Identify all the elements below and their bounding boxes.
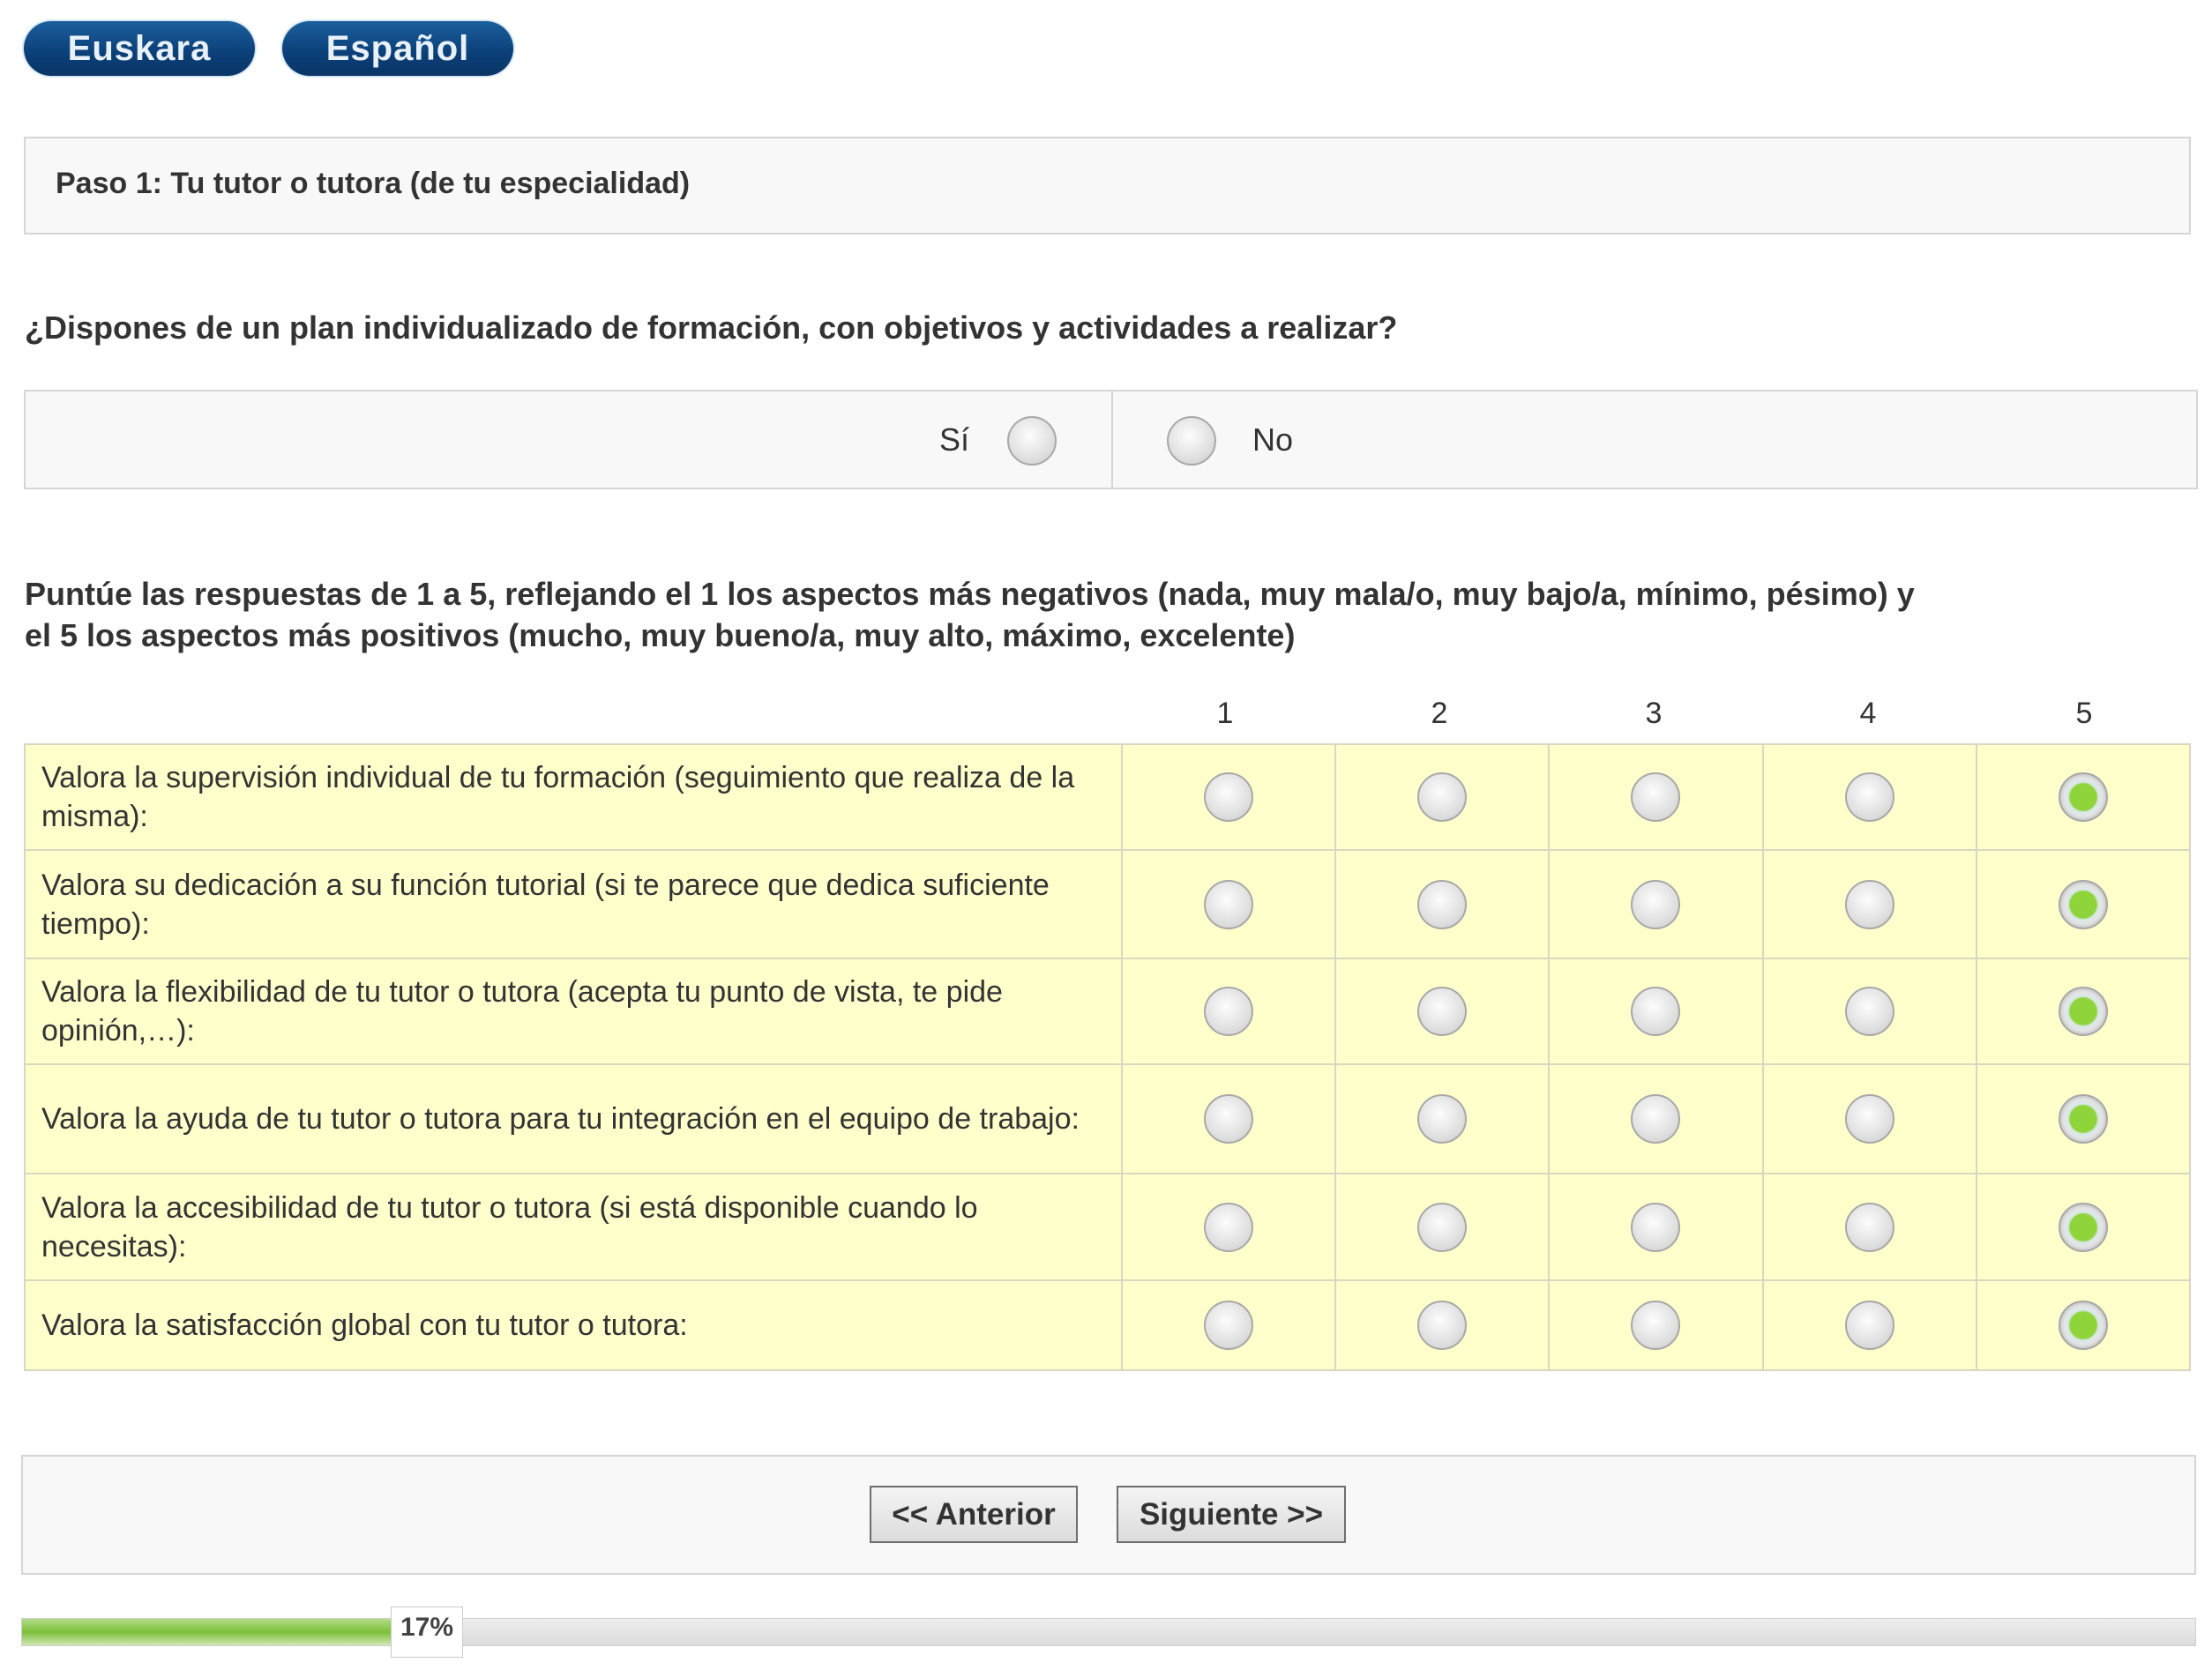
next-button[interactable]: Siguiente >> <box>1117 1486 1346 1543</box>
radio-rating-5[interactable] <box>2058 987 2108 1036</box>
rating-row: Valora la satisfacción global con tu tut… <box>24 1279 2192 1371</box>
radio-rating-4[interactable] <box>1844 1094 1894 1144</box>
radio-rating-1[interactable] <box>1204 772 1254 822</box>
rating-cell <box>1334 1173 1551 1281</box>
radio-no[interactable] <box>1167 416 1216 466</box>
radio-rating-4[interactable] <box>1844 879 1894 929</box>
previous-button[interactable]: << Anterior <box>870 1486 1078 1543</box>
radio-rating-4[interactable] <box>1844 1301 1894 1350</box>
row-label: Valora su dedicación a su función tutori… <box>24 849 1123 959</box>
row-label: Valora la flexibilidad de tu tutor o tut… <box>24 958 1123 1065</box>
radio-rating-5[interactable] <box>2058 1094 2108 1144</box>
rating-row: Valora su dedicación a su función tutori… <box>24 849 2192 959</box>
radio-si[interactable] <box>1007 416 1057 466</box>
divider <box>1111 391 1113 488</box>
rating-cell <box>1975 1279 2192 1371</box>
radio-rating-1[interactable] <box>1204 987 1254 1036</box>
rating-cell <box>1548 743 1764 851</box>
radio-rating-4[interactable] <box>1844 1202 1894 1252</box>
rating-cell <box>1761 958 1977 1065</box>
espanol-button[interactable]: Español <box>282 21 513 76</box>
radio-rating-3[interactable] <box>1631 1202 1681 1252</box>
radio-rating-1[interactable] <box>1204 1094 1254 1144</box>
instructions-line1: Puntúe las respuestas de 1 a 5, reflejan… <box>25 576 1915 612</box>
option-no-label: No <box>1252 421 1294 458</box>
radio-rating-2[interactable] <box>1417 879 1468 929</box>
rating-cell <box>1120 1173 1337 1281</box>
rating-cell <box>1548 1173 1764 1281</box>
progress-bar <box>21 1618 2196 1646</box>
radio-rating-2[interactable] <box>1417 987 1468 1036</box>
radio-rating-2[interactable] <box>1417 1202 1468 1252</box>
question-plan: ¿Dispones de un plan individualizado de … <box>25 309 1398 346</box>
column-header-2: 2 <box>1431 697 1448 730</box>
rating-cell <box>1334 849 1551 959</box>
rating-cell <box>1548 849 1764 959</box>
yes-no-group: Sí No <box>24 390 2198 489</box>
step-header: Paso 1: Tu tutor o tutora (de tu especia… <box>24 137 2191 235</box>
rating-cell <box>1761 849 1977 959</box>
row-label: Valora la satisfacción global con tu tut… <box>24 1279 1123 1371</box>
radio-rating-2[interactable] <box>1417 1094 1468 1144</box>
option-si-label: Sí <box>939 421 970 458</box>
radio-rating-2[interactable] <box>1417 1301 1468 1350</box>
row-label: Valora la ayuda de tu tutor o tutora par… <box>24 1063 1123 1174</box>
column-header-3: 3 <box>1645 697 1663 730</box>
rating-cell <box>1120 743 1337 851</box>
rating-cell <box>1120 958 1337 1065</box>
rating-cell <box>1120 849 1337 959</box>
rating-cell <box>1120 1063 1337 1174</box>
column-header-4: 4 <box>1859 697 1877 730</box>
row-label: Valora la supervisión individual de tu f… <box>24 743 1123 851</box>
rating-cell <box>1334 1279 1551 1371</box>
radio-rating-3[interactable] <box>1631 1094 1681 1144</box>
navigation-bar <box>21 1455 2196 1575</box>
radio-rating-1[interactable] <box>1204 1202 1254 1252</box>
radio-rating-3[interactable] <box>1631 1301 1681 1350</box>
column-header-5: 5 <box>2075 697 2093 730</box>
instructions-line2: el 5 los aspectos más positivos (mucho, … <box>25 617 1296 653</box>
radio-rating-3[interactable] <box>1631 772 1681 822</box>
rating-cell <box>1975 1173 2192 1281</box>
rating-cell <box>1548 1063 1764 1174</box>
rating-row: Valora la supervisión individual de tu f… <box>24 743 2192 851</box>
rating-cell <box>1761 1279 1977 1371</box>
radio-rating-1[interactable] <box>1204 879 1254 929</box>
rating-cell <box>1334 743 1551 851</box>
rating-row: Valora la flexibilidad de tu tutor o tut… <box>24 958 2192 1065</box>
radio-rating-5[interactable] <box>2058 1301 2108 1350</box>
radio-rating-3[interactable] <box>1631 879 1681 929</box>
radio-rating-5[interactable] <box>2058 1202 2108 1252</box>
progress-label: 17% <box>391 1607 463 1658</box>
rating-cell <box>1761 743 1977 851</box>
progress-fill <box>22 1619 392 1645</box>
rating-cell <box>1548 1279 1764 1371</box>
radio-rating-4[interactable] <box>1844 772 1894 822</box>
step-title: Paso 1: Tu tutor o tutora (de tu especia… <box>56 167 691 200</box>
rating-row: Valora la accesibilidad de tu tutor o tu… <box>24 1173 2192 1281</box>
rating-cell <box>1761 1063 1977 1174</box>
rating-table: Valora la supervisión individual de tu f… <box>24 743 2192 1371</box>
euskara-button[interactable]: Euskara <box>24 21 255 76</box>
column-header-1: 1 <box>1216 697 1234 730</box>
radio-rating-3[interactable] <box>1631 987 1681 1036</box>
rating-row: Valora la ayuda de tu tutor o tutora par… <box>24 1063 2192 1174</box>
rating-cell <box>1975 1063 2192 1174</box>
radio-rating-5[interactable] <box>2058 772 2108 822</box>
radio-rating-4[interactable] <box>1844 987 1894 1036</box>
radio-rating-2[interactable] <box>1417 772 1468 822</box>
radio-rating-1[interactable] <box>1204 1301 1254 1350</box>
rating-cell <box>1548 958 1764 1065</box>
row-label: Valora la accesibilidad de tu tutor o tu… <box>24 1173 1123 1281</box>
rating-cell <box>1761 1173 1977 1281</box>
radio-rating-5[interactable] <box>2058 879 2108 929</box>
rating-cell <box>1975 849 2192 959</box>
rating-cell <box>1334 1063 1551 1174</box>
rating-cell <box>1975 958 2192 1065</box>
rating-cell <box>1975 743 2192 851</box>
rating-cell <box>1120 1279 1337 1371</box>
rating-cell <box>1334 958 1551 1065</box>
